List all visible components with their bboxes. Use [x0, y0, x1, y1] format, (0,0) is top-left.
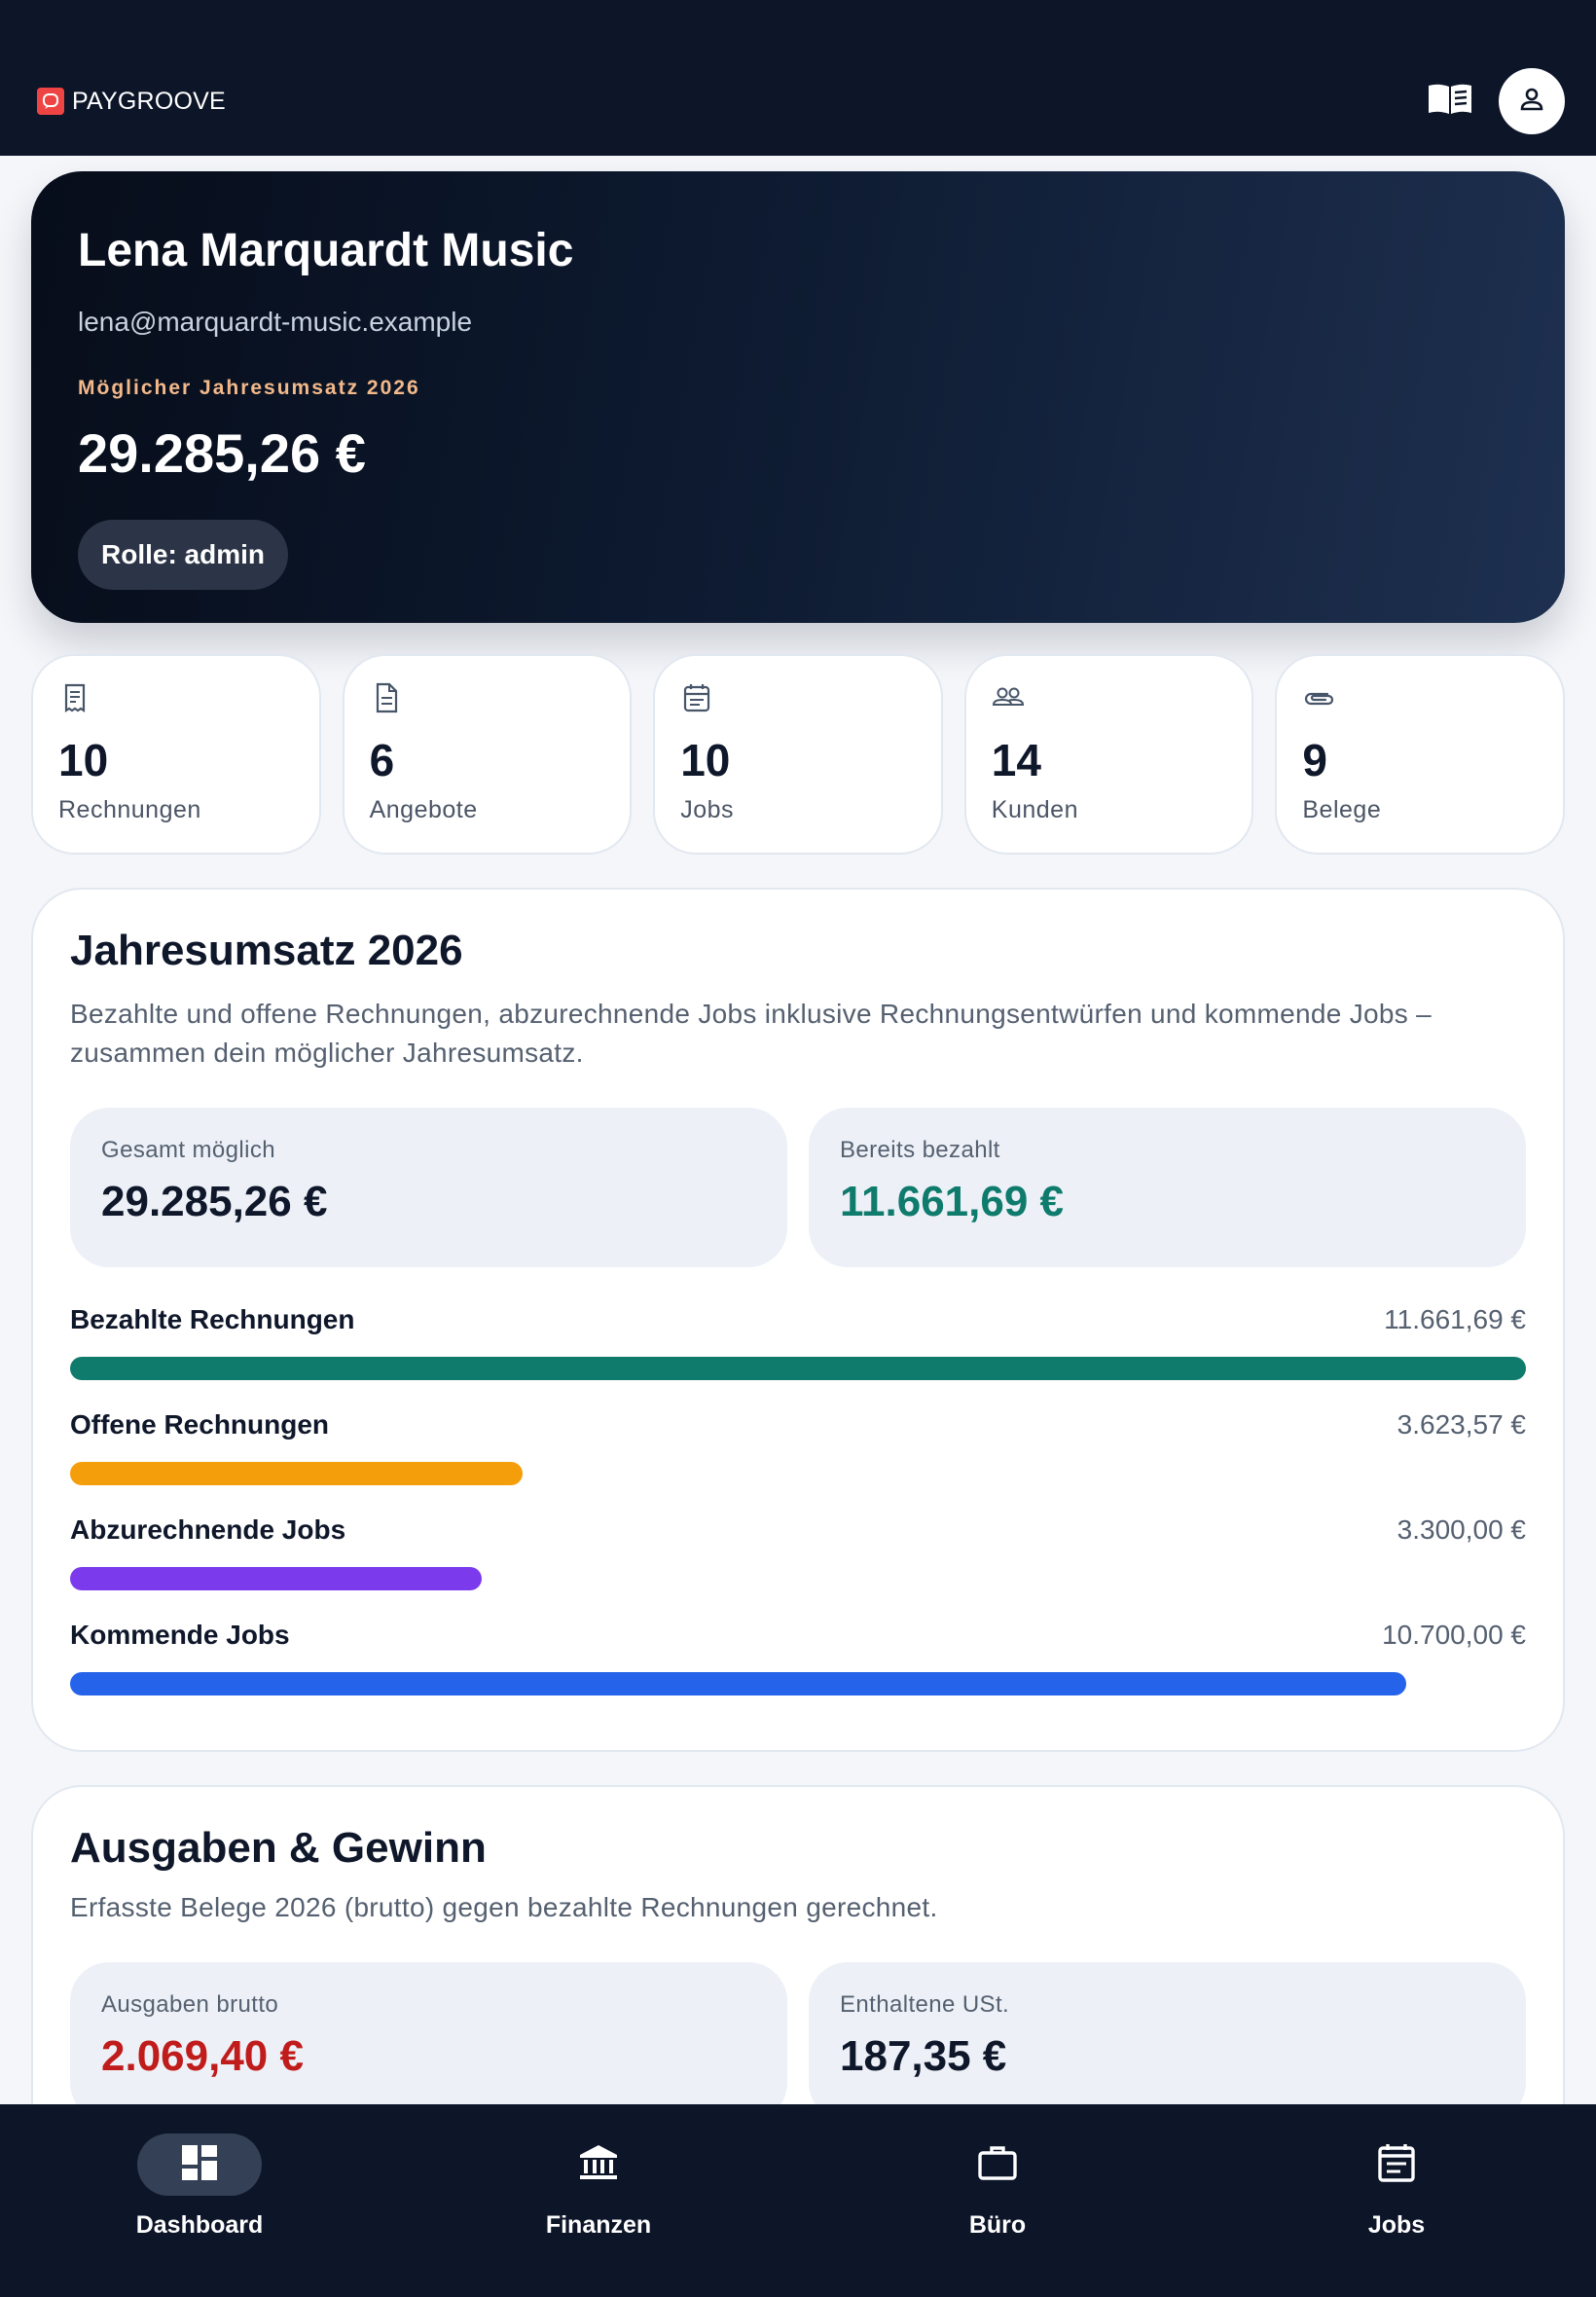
kpi-label: Enthaltene USt. — [840, 1991, 1010, 2018]
stat-card-rechnungen[interactable]: 10 Rechnungen — [31, 654, 321, 855]
document-icon — [370, 681, 403, 714]
nav-icon-wrap — [935, 2133, 1060, 2196]
annual-revenue-card: Jahresumsatz 2026 Bezahlte und offene Re… — [31, 888, 1565, 1752]
kpi-value: 29.285,26 € — [101, 1178, 328, 1225]
kpi-value: 11.661,69 € — [840, 1178, 1065, 1225]
bar-track — [70, 1357, 1526, 1380]
nav-label: Büro — [968, 2211, 1027, 2239]
calendar-list-icon — [1377, 2142, 1416, 2188]
people-icon — [992, 681, 1025, 714]
stat-card-jobs[interactable]: 10 Jobs — [653, 654, 943, 855]
stat-card-kunden[interactable]: 14 Kunden — [963, 654, 1254, 855]
bar-amount: 10.700,00 € — [1382, 1620, 1526, 1650]
bar-track — [70, 1672, 1526, 1695]
kpi-value: 187,35 € — [840, 2032, 1007, 2080]
stat-value: 10 — [58, 735, 109, 785]
briefcase-icon — [977, 2143, 1018, 2187]
annual-revenue-description: Bezahlte und offene Rechnungen, abzurech… — [70, 999, 1433, 1068]
revenue-bar-item: Bezahlte Rechnungen 11.661,69 € — [70, 1304, 1526, 1380]
bar-track — [70, 1567, 1526, 1590]
stat-label: Angebote — [369, 796, 478, 823]
nav-buero[interactable]: Büro — [798, 2104, 1197, 2297]
account-hero-card: Lena Marquardt Music lena@marquardt-musi… — [31, 171, 1565, 623]
dashboard-content[interactable]: Lena Marquardt Music lena@marquardt-musi… — [0, 156, 1596, 2104]
kpi-expenses-gross: Ausgaben brutto 2.069,40 € — [70, 1962, 787, 2104]
stat-card-belege[interactable]: 9 Belege — [1275, 654, 1565, 855]
stat-value: 14 — [991, 735, 1041, 785]
nav-finanzen[interactable]: Finanzen — [399, 2104, 798, 2297]
revenue-bar-item: Kommende Jobs 10.700,00 € — [70, 1620, 1526, 1695]
brand-name: PAYGROOVE — [72, 87, 226, 115]
top-app-bar: PAYGROOVE — [0, 0, 1596, 156]
bank-icon — [578, 2143, 619, 2187]
paygroove-logo-icon — [37, 88, 64, 115]
nav-label: Dashboard — [135, 2211, 264, 2239]
bar-track — [70, 1462, 1526, 1485]
bar-label: Offene Rechnungen — [70, 1409, 330, 1440]
stat-label: Kunden — [991, 796, 1078, 823]
nav-jobs[interactable]: Jobs — [1197, 2104, 1596, 2297]
kpi-already-paid: Bereits bezahlt 11.661,69 € — [809, 1108, 1526, 1267]
kpi-label: Gesamt möglich — [101, 1137, 275, 1163]
expenses-profit-card: Ausgaben & Gewinn Erfasste Belege 2026 (… — [31, 1785, 1565, 2104]
nav-label: Jobs — [1367, 2211, 1426, 2239]
nav-icon-wrap — [1334, 2133, 1459, 2196]
account-button[interactable] — [1499, 68, 1565, 134]
expenses-description: Erfasste Belege 2026 (brutto) gegen beza… — [70, 1892, 938, 1922]
brand-logo[interactable]: PAYGROOVE — [37, 88, 226, 116]
guide-button[interactable] — [1425, 82, 1475, 121]
kpi-total-possible: Gesamt möglich 29.285,26 € — [70, 1108, 787, 1267]
possible-revenue-label: Möglicher Jahresumsatz 2026 — [78, 377, 420, 399]
account-email: lena@marquardt-music.example — [78, 307, 473, 337]
bar-fill — [70, 1672, 1406, 1695]
nav-label: Finanzen — [545, 2211, 652, 2239]
dashboard-icon — [180, 2143, 219, 2187]
possible-revenue-amount: 29.285,26 € — [78, 422, 366, 484]
stats-row: 10 Rechnungen 6 Angebote 10 Jobs 14 Kund… — [31, 654, 1565, 855]
nav-icon-wrap — [536, 2133, 661, 2196]
bar-amount: 11.661,69 € — [1384, 1304, 1526, 1334]
book-icon — [1427, 82, 1473, 122]
revenue-bar-item: Offene Rechnungen 3.623,57 € — [70, 1409, 1526, 1485]
bottom-navigation: Dashboard Finanzen Büro Jobs — [0, 2104, 1596, 2297]
stat-label: Belege — [1302, 796, 1382, 823]
receipt-icon — [58, 681, 91, 714]
kpi-label: Bereits bezahlt — [840, 1137, 1000, 1163]
annual-revenue-kpis: Gesamt möglich 29.285,26 € Bereits bezah… — [70, 1108, 1526, 1267]
bar-amount: 3.623,57 € — [1396, 1409, 1526, 1440]
nav-dashboard[interactable]: Dashboard — [0, 2104, 399, 2297]
kpi-included-vat: Enthaltene USt. 187,35 € — [809, 1962, 1526, 2104]
stat-label: Jobs — [680, 796, 734, 823]
bar-amount: 3.300,00 € — [1396, 1514, 1526, 1545]
kpi-label: Ausgaben brutto — [101, 1991, 279, 2018]
expenses-kpis: Ausgaben brutto 2.069,40 € Enthaltene US… — [70, 1962, 1526, 2104]
user-icon — [1517, 85, 1546, 119]
bar-fill — [70, 1462, 523, 1485]
expenses-title: Ausgaben & Gewinn — [70, 1824, 487, 1872]
kpi-value: 2.069,40 € — [101, 2032, 304, 2080]
revenue-bar-item: Abzurechnende Jobs 3.300,00 € — [70, 1514, 1526, 1590]
stat-value: 9 — [1302, 735, 1327, 785]
bar-fill — [70, 1357, 1526, 1380]
stat-card-angebote[interactable]: 6 Angebote — [342, 654, 633, 855]
calendar-icon — [680, 681, 713, 714]
bar-label: Abzurechnende Jobs — [70, 1514, 346, 1545]
bar-label: Kommende Jobs — [70, 1620, 290, 1650]
stat-label: Rechnungen — [58, 796, 201, 823]
nav-active-indicator — [137, 2133, 262, 2196]
stat-value: 10 — [680, 735, 731, 785]
business-name: Lena Marquardt Music — [78, 225, 574, 276]
paperclip-icon — [1302, 681, 1335, 714]
annual-revenue-title: Jahresumsatz 2026 — [70, 927, 463, 974]
bar-fill — [70, 1567, 483, 1590]
bar-label: Bezahlte Rechnungen — [70, 1304, 355, 1334]
stat-value: 6 — [369, 735, 395, 785]
role-badge: Rolle: admin — [78, 520, 289, 590]
